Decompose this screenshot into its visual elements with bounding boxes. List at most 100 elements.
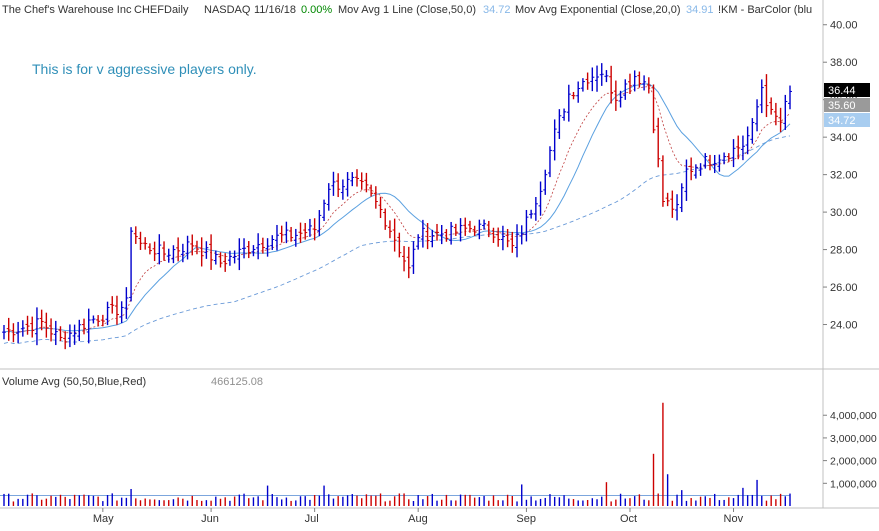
price-bar bbox=[571, 91, 576, 100]
price-bar bbox=[209, 234, 214, 270]
ema-20-line bbox=[3, 86, 791, 334]
price-bar bbox=[91, 315, 96, 324]
price-bar bbox=[566, 84, 571, 122]
price-bar bbox=[6, 317, 11, 341]
price-bar bbox=[444, 229, 449, 242]
price-bar bbox=[194, 240, 199, 255]
price-bar bbox=[67, 324, 72, 348]
price-bar bbox=[402, 246, 407, 272]
price-bar bbox=[623, 79, 628, 100]
price-bar bbox=[788, 85, 792, 110]
price-tick-label: 26.00 bbox=[830, 282, 858, 294]
price-bar bbox=[449, 221, 454, 245]
price-bar bbox=[585, 72, 590, 90]
price-bar bbox=[176, 237, 181, 262]
price-tick-label: 28.00 bbox=[830, 245, 858, 257]
date: 11/16/18 bbox=[254, 4, 296, 16]
volume-tick-label: 2,000,000 bbox=[830, 456, 877, 468]
price-bar bbox=[312, 218, 317, 241]
long-moving-average-line bbox=[3, 135, 791, 344]
price-bar bbox=[562, 108, 567, 121]
price-bar bbox=[773, 102, 778, 126]
price-bar bbox=[595, 65, 600, 92]
ema-price-tag: 35.60 bbox=[824, 98, 870, 112]
price-bar bbox=[529, 209, 534, 219]
price-bar bbox=[726, 153, 731, 162]
price-bar bbox=[491, 227, 496, 243]
price-bar bbox=[387, 220, 392, 239]
exchange: NASDAQ bbox=[204, 4, 251, 16]
price-bar bbox=[722, 152, 727, 165]
price-bar bbox=[246, 241, 251, 259]
price-bar bbox=[86, 308, 91, 344]
price-bar bbox=[406, 246, 411, 279]
price-bar bbox=[25, 315, 30, 335]
period: Daily bbox=[164, 4, 189, 16]
volume-avg-value: 466125.08 bbox=[211, 376, 263, 388]
price-bar bbox=[397, 232, 402, 258]
price-bar bbox=[82, 318, 87, 335]
price-bar bbox=[552, 119, 557, 161]
price-bar bbox=[740, 135, 745, 161]
price-bar bbox=[651, 84, 656, 134]
price-bar bbox=[16, 321, 21, 344]
price-bar bbox=[317, 210, 322, 237]
price-bar bbox=[105, 301, 110, 326]
price-bar bbox=[331, 171, 336, 196]
price-bar bbox=[162, 241, 167, 261]
price-bar bbox=[157, 234, 162, 265]
price-tick-label: 30.00 bbox=[830, 207, 858, 219]
barcolor-label: !KM - BarColor (blu bbox=[718, 4, 812, 16]
price-bar bbox=[100, 314, 105, 327]
price-bar bbox=[378, 196, 383, 219]
price-bar bbox=[576, 81, 581, 103]
price-bar bbox=[637, 71, 642, 88]
last-price-tag: 36.44 bbox=[824, 83, 870, 97]
price-bar bbox=[274, 224, 279, 251]
price-bar bbox=[515, 224, 520, 258]
price-bar bbox=[34, 307, 39, 346]
price-bar bbox=[755, 99, 760, 132]
price-bar bbox=[114, 295, 119, 325]
price-bar bbox=[778, 107, 783, 133]
price-bar bbox=[289, 226, 294, 242]
volume-tick-label: 1,000,000 bbox=[830, 478, 877, 490]
price-bar bbox=[251, 245, 256, 257]
month-tick-label: Jun bbox=[201, 513, 219, 525]
price-bar bbox=[599, 63, 604, 86]
price-bar bbox=[642, 75, 647, 91]
price-bar bbox=[533, 196, 538, 221]
price-bar bbox=[2, 325, 6, 340]
price-bar bbox=[322, 199, 327, 222]
price-bar bbox=[646, 77, 651, 94]
price-bar bbox=[350, 172, 355, 187]
price-bar bbox=[731, 139, 736, 168]
price-bar bbox=[613, 80, 618, 111]
price-bar bbox=[110, 296, 115, 314]
price-bar bbox=[712, 154, 717, 174]
price-bars-layer bbox=[2, 63, 792, 350]
price-bar bbox=[392, 218, 397, 252]
volume-bars-layer bbox=[0, 402, 791, 506]
price-bar bbox=[425, 223, 430, 250]
price-bar bbox=[303, 222, 308, 240]
price-tick-label: 24.00 bbox=[830, 320, 858, 332]
volume-label: Volume Avg (50,50,Blue,Red) bbox=[2, 376, 146, 388]
price-bar bbox=[152, 241, 157, 262]
price-bar bbox=[185, 235, 190, 260]
price-bar bbox=[237, 238, 242, 271]
price-bar bbox=[609, 65, 614, 104]
month-tick-label: Nov bbox=[724, 513, 744, 525]
price-bar bbox=[256, 233, 261, 260]
ma2-value: 34.91 bbox=[686, 4, 714, 16]
price-bar bbox=[665, 192, 670, 207]
price-bar bbox=[53, 320, 58, 346]
price-bar bbox=[689, 157, 694, 181]
price-bar bbox=[354, 169, 359, 187]
price-bar bbox=[265, 238, 270, 257]
price-bar bbox=[750, 118, 755, 144]
price-bar bbox=[496, 227, 501, 247]
price-bar bbox=[129, 227, 134, 302]
